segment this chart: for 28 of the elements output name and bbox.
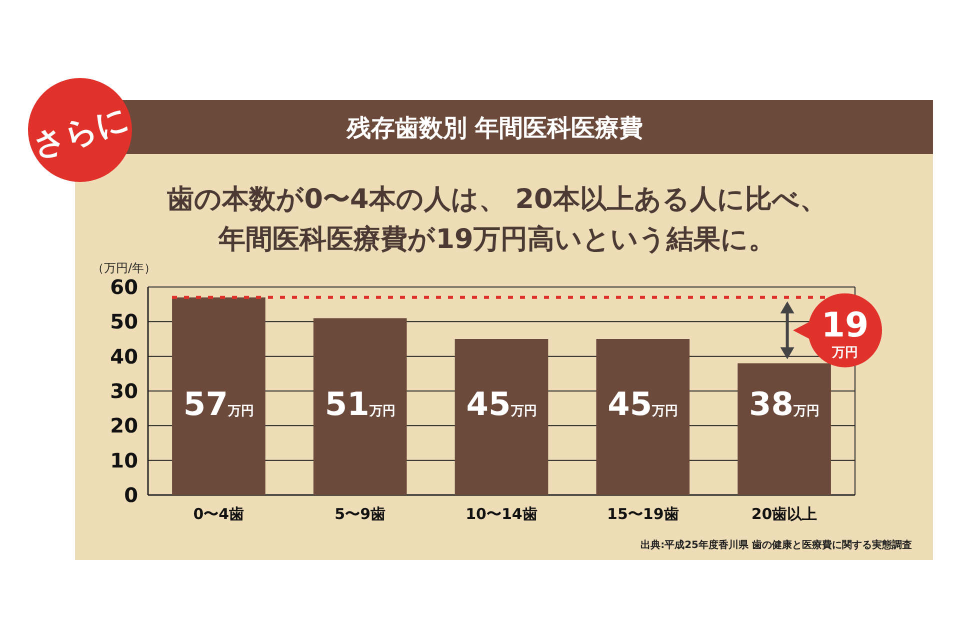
x-tick-label: 5〜9歯 [334,505,386,523]
bar [454,339,548,495]
data-label: 38万円 [749,385,820,423]
x-tick-label: 20歯以上 [751,505,818,523]
chart-title: 残存歯数別 年間医科医療費 [346,114,644,142]
data-label: 45万円 [608,385,678,423]
data-label: 57万円 [183,385,254,423]
y-axis-title: （万円/年） [92,261,156,275]
bar [172,297,266,495]
data-label: 45万円 [466,385,537,423]
bar [596,339,690,495]
source-note: 出典:平成25年度香川県 歯の健康と医療費に関する実態調査 [640,539,912,551]
text: さらに [28,98,134,166]
data-label: 51万円 [324,385,396,423]
annotation: 19万円 [821,305,869,360]
bar [313,318,407,495]
x-tick-label: 15〜19歯 [607,505,679,523]
chart-subtitle: 歯の本数が0〜4本の人は、 20本以上ある人に比べ、年間医科医療費が19万円高いという結果に。 [166,184,827,255]
y-tick-label: 50 [110,310,138,334]
x-tick-label: 10〜14歯 [466,505,538,523]
y-tick-label: 30 [110,379,138,403]
y-tick-label: 60 [110,275,138,299]
y-tick-label: 20 [110,414,138,438]
x-tick-label: 0〜4歯 [193,505,244,523]
y-tick-label: 10 [110,448,138,472]
bar [738,363,831,495]
y-tick-label: 0 [124,483,138,507]
y-tick-label: 40 [110,344,138,368]
